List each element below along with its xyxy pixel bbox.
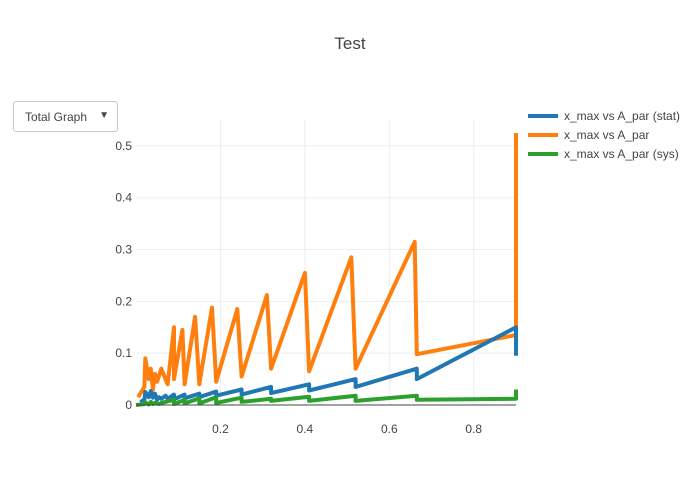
chevron-down-icon: ▼ [99,110,109,121]
x-tick-label: 0.6 [381,422,398,436]
x-tick-label: 0.4 [297,422,314,436]
graph-selector-dropdown[interactable]: Total Graph ▼ [13,101,118,132]
axes: 0.2 0.4 0.6 0.8 0 0.1 0.2 0.3 0.4 0.5 [115,139,516,436]
legend-swatch-stat [528,113,558,118]
y-tick-label: 0.4 [115,191,132,205]
series-layer [135,133,518,407]
legend-label-par: x_max vs A_par [564,127,650,142]
series-line-1 [136,133,518,399]
series-line-0 [139,325,518,404]
legend-label-stat: x_max vs A_par (stat) [564,108,681,123]
legend-item-par[interactable]: x_max vs A_par [528,125,680,144]
y-tick-label: 0.3 [115,243,132,257]
legend-item-stat[interactable]: x_max vs A_par (stat) [528,106,680,125]
y-tick-label: 0.5 [115,139,132,153]
legend: x_max vs A_par (stat) x_max vs A_par x_m… [528,106,680,163]
series-line-2 [135,389,518,407]
x-tick-label: 0.2 [212,422,229,436]
legend-label-sys: x_max vs A_par (sys) [564,146,679,161]
y-tick-label: 0.2 [115,294,132,308]
chart-title: Test [334,34,366,53]
y-tick-label: 0.1 [115,346,132,360]
dropdown-selected-label: Total Graph [25,110,88,124]
y-tick-label: 0 [125,398,132,412]
x-tick-label: 0.8 [465,422,482,436]
gridlines [136,120,516,405]
legend-swatch-sys [528,151,558,156]
legend-swatch-par [528,132,558,137]
legend-item-sys[interactable]: x_max vs A_par (sys) [528,144,680,163]
